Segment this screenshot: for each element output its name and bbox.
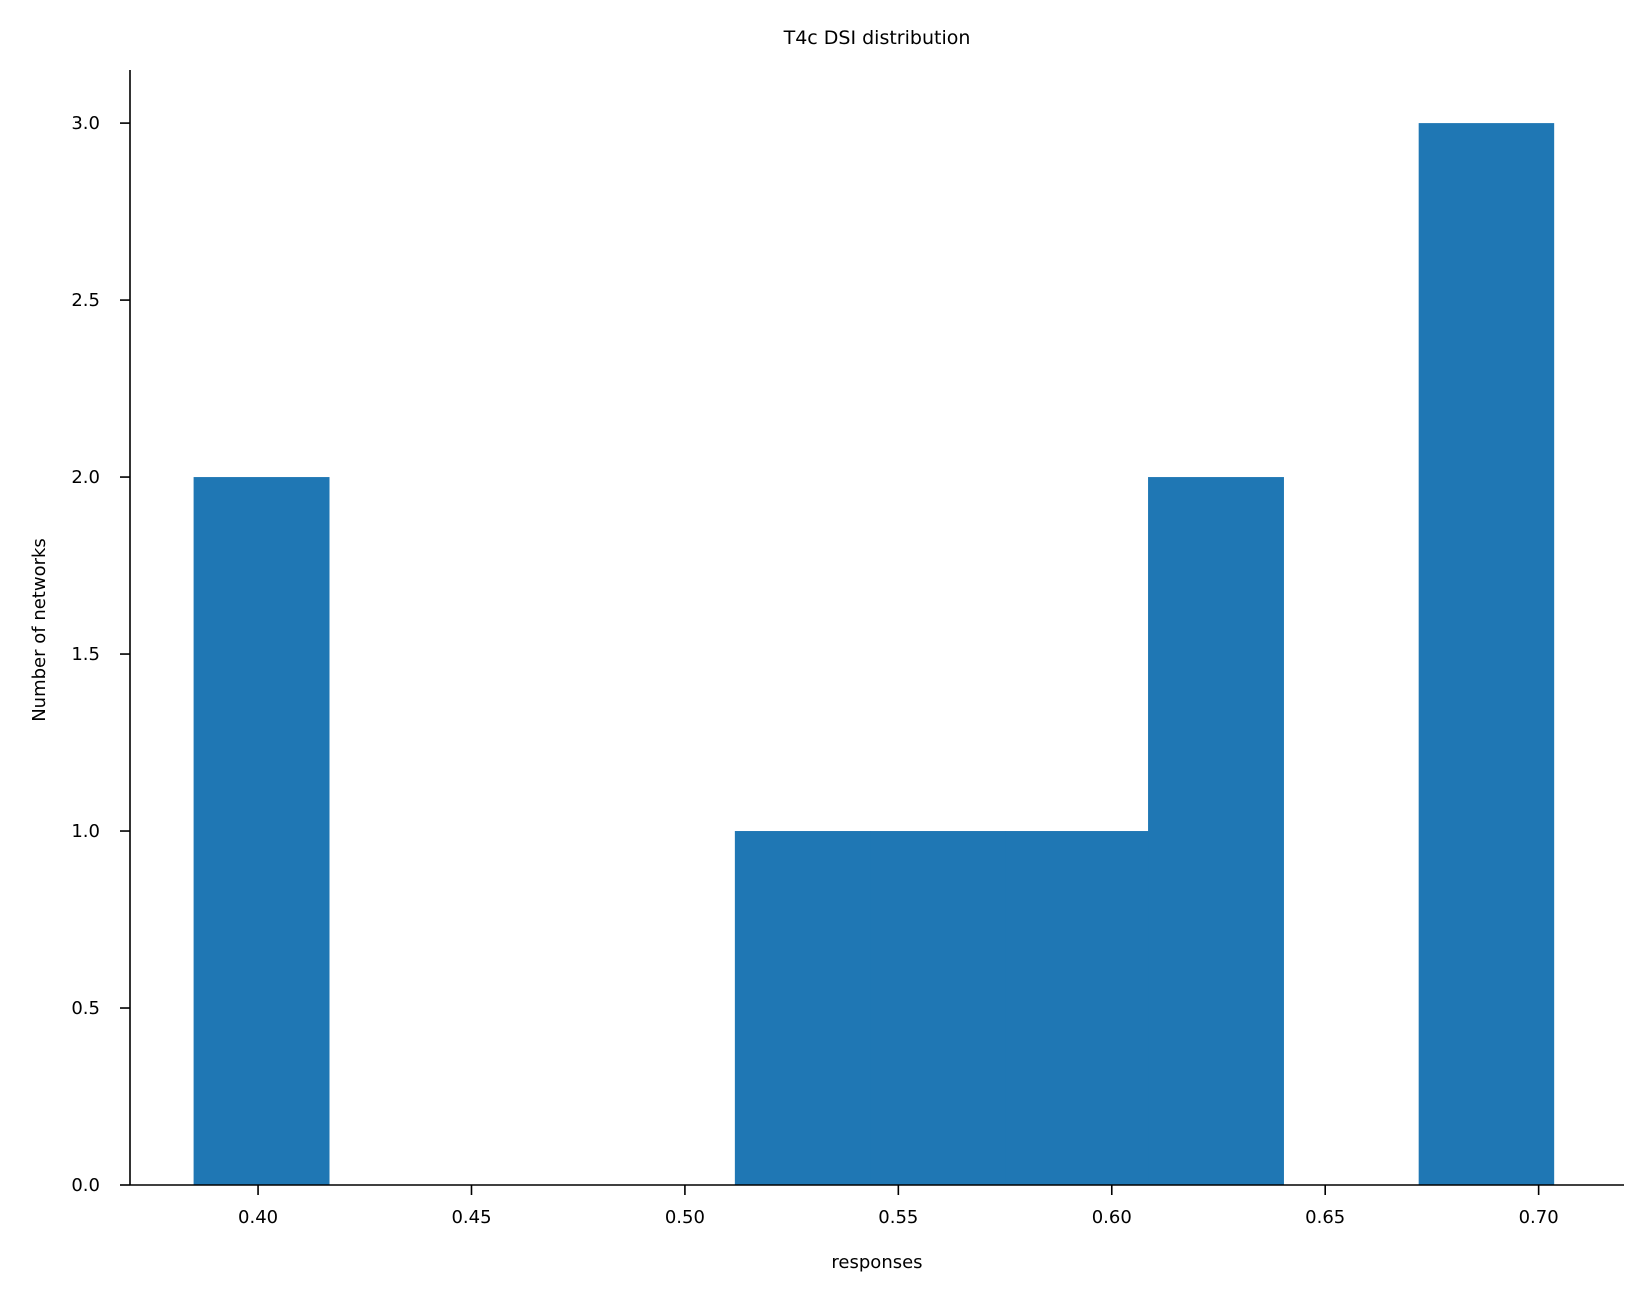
histogram-bar-9 xyxy=(1418,123,1555,1186)
y-axis-title: Number of networks xyxy=(29,538,50,722)
x-tick-label: 0.50 xyxy=(665,1207,705,1228)
x-tick-label: 0.55 xyxy=(878,1207,918,1228)
histogram-bar-4 xyxy=(734,831,871,1185)
y-tick-label: 1.0 xyxy=(71,821,100,842)
y-ticks-layer: 0.0 0.5 1.0 1.5 2.0 2.5 3.0 xyxy=(71,113,130,1196)
x-tick-label: 0.70 xyxy=(1519,1207,1559,1228)
y-tick-label: 0.0 xyxy=(71,1175,100,1196)
x-tick-label: 0.40 xyxy=(238,1207,278,1228)
y-tick-label: 3.0 xyxy=(71,113,100,134)
x-tick-label: 0.60 xyxy=(1092,1207,1132,1228)
x-axis-title: responses xyxy=(831,1252,922,1273)
x-ticks-layer: 0.40 0.45 0.50 0.55 0.60 0.65 0.70 xyxy=(238,1185,1559,1228)
y-tick-label: 1.5 xyxy=(71,644,100,665)
histogram-bar-0 xyxy=(193,477,330,1185)
histogram-bar-7 xyxy=(1148,477,1284,1185)
y-tick-label: 2.5 xyxy=(71,290,100,311)
histogram-bar-6 xyxy=(1005,831,1149,1185)
y-tick-label: 2.0 xyxy=(71,467,100,488)
chart-title: T4c DSI distribution xyxy=(783,27,971,49)
bars-layer xyxy=(193,123,1555,1186)
y-tick-label: 0.5 xyxy=(71,998,100,1019)
x-tick-label: 0.45 xyxy=(451,1207,491,1228)
histogram-bar-5 xyxy=(870,831,1007,1185)
x-tick-label: 0.65 xyxy=(1305,1207,1345,1228)
